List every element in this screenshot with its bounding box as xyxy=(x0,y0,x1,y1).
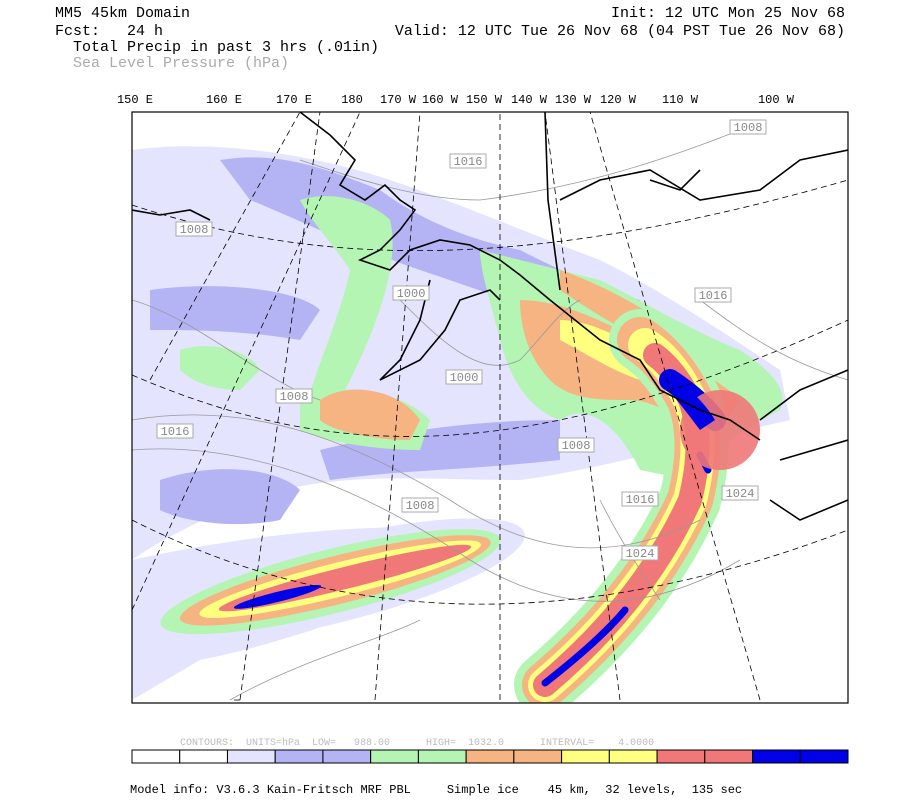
field-name: Total Precip in past 3 hrs (.01in) xyxy=(73,39,379,56)
contour-label: 1024 xyxy=(726,487,755,501)
colorbar-swatch xyxy=(513,749,563,764)
contour-label: 1016 xyxy=(699,289,728,303)
longitude-label: 170 E xyxy=(276,93,312,107)
contour-label: 1008 xyxy=(180,223,209,237)
contour-info: CONTOURS: UNITS=hPa LOW= 988.00 HIGH= 10… xyxy=(180,737,654,749)
init-time: Init: 12 UTC Mon 25 Nov 68 xyxy=(611,5,845,22)
contour-label: 1024 xyxy=(626,547,655,561)
longitude-label: 170 W xyxy=(380,93,417,107)
colorbar-swatch xyxy=(226,749,276,764)
contour-label: 1000 xyxy=(397,287,426,301)
longitude-label: 110 W xyxy=(662,93,699,107)
colorbar-swatch xyxy=(752,749,801,764)
valid-time: Valid: 12 UTC Tue 26 Nov 68 (04 PST Tue … xyxy=(395,23,845,40)
contour-label: 1008 xyxy=(562,439,591,453)
longitude-label: 130 W xyxy=(555,93,592,107)
colorbar-swatch xyxy=(608,749,658,764)
colorbar-swatch xyxy=(179,749,228,764)
colorbar-swatch xyxy=(799,749,849,764)
model-info: Model info: V3.6.3 Kain-Fritsch MRF PBL … xyxy=(130,783,742,797)
map: 1008 1016 1008 1000 1000 1008 1016 1008 … xyxy=(132,112,848,703)
longitude-label: 150 W xyxy=(466,93,503,107)
contour-label: 1000 xyxy=(450,371,479,385)
longitude-label: 160 E xyxy=(206,93,242,107)
colorbar-swatch xyxy=(370,749,419,764)
colorbar-swatch xyxy=(274,749,324,764)
colorbar-swatch xyxy=(465,749,515,764)
longitude-labels: 150 E 160 E 170 E 180 170 W 160 W 150 W 140 W 13… xyxy=(117,93,795,107)
longitude-label: 160 W xyxy=(422,93,459,107)
longitude-label: 180 xyxy=(341,93,363,107)
domain-title: MM5 45km Domain xyxy=(55,5,190,22)
contour-label: 1016 xyxy=(626,493,655,507)
longitude-label: 150 E xyxy=(117,93,153,107)
contour-label: 1016 xyxy=(454,155,483,169)
contour-label: 1008 xyxy=(280,390,309,404)
longitude-label: 140 W xyxy=(511,93,548,107)
forecast-hour: Fcst: 24 h xyxy=(55,23,163,40)
colorbar-swatch xyxy=(656,749,706,764)
longitude-label: 100 W xyxy=(758,93,795,107)
field-name: Sea Level Pressure (hPa) xyxy=(73,55,289,72)
colorbar-swatch xyxy=(131,749,181,764)
colorbar-swatch xyxy=(704,749,754,764)
contour-labels: 1008 1016 1008 1000 1000 1008 1016 1008 … xyxy=(156,119,767,561)
colorbar-swatch xyxy=(417,749,467,764)
contour-label: 1008 xyxy=(406,499,435,513)
colorbar-swatch xyxy=(561,749,610,764)
colorbar xyxy=(131,749,849,764)
map-frame xyxy=(131,111,849,704)
longitude-label: 120 W xyxy=(600,93,637,107)
contour-label: 1016 xyxy=(161,425,190,439)
contour-label: 1008 xyxy=(734,121,763,135)
colorbar-swatch xyxy=(322,749,372,764)
